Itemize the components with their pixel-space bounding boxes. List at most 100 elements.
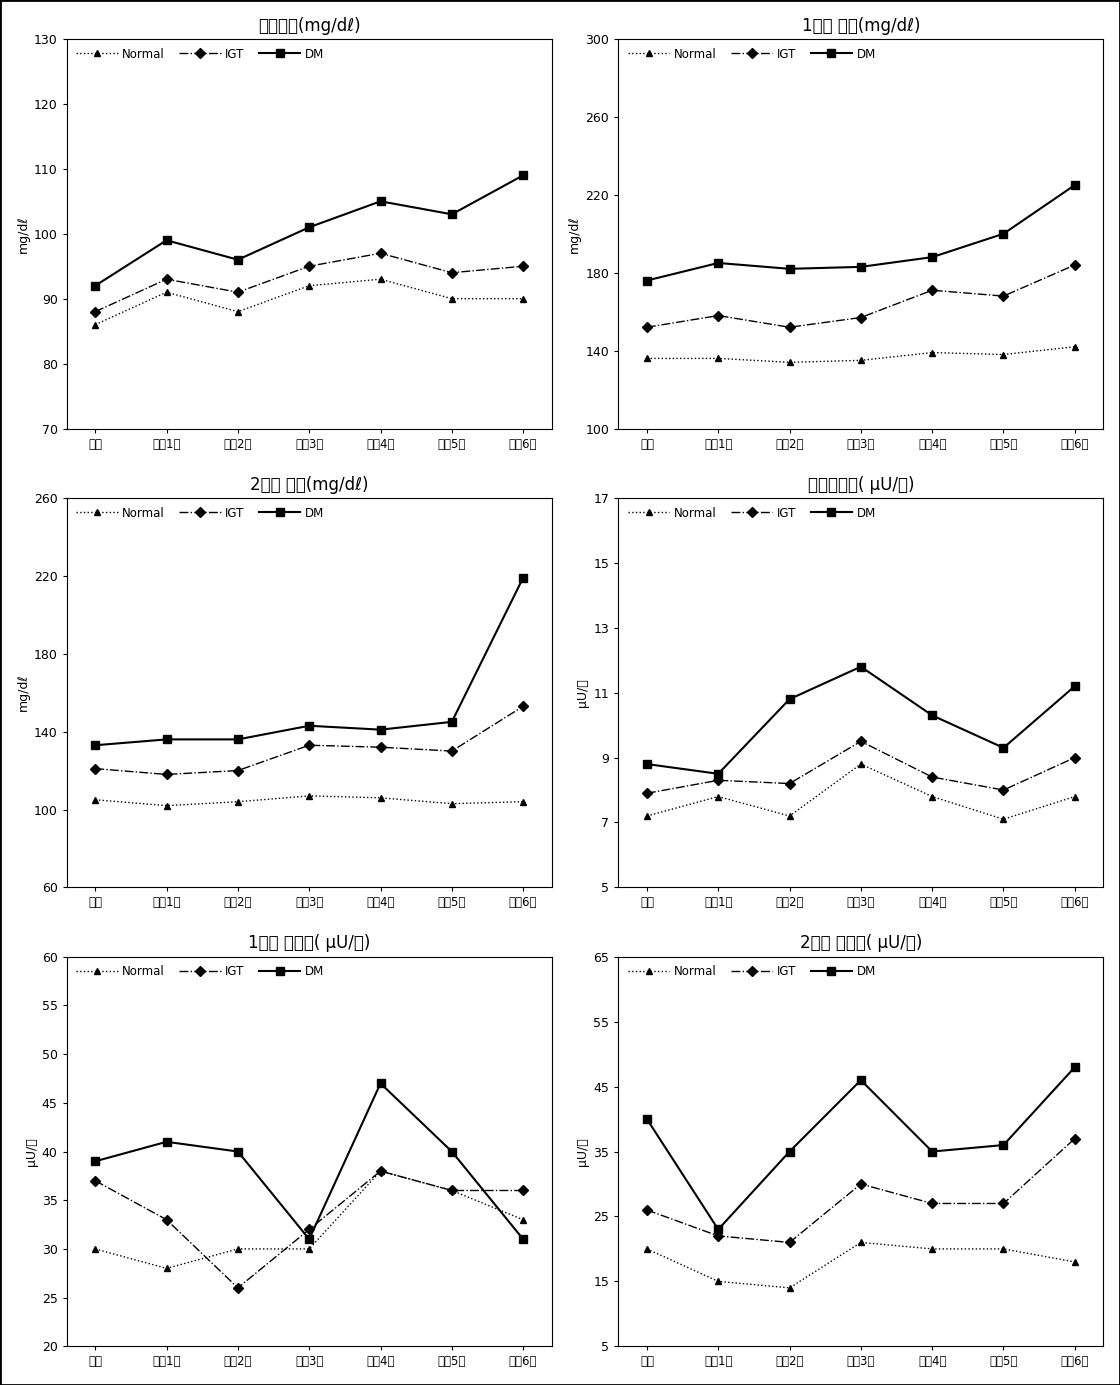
- DM: [855, 658, 868, 674]
- Normal: [88, 316, 102, 332]
- IGT: [783, 319, 796, 335]
- DM: [302, 219, 316, 235]
- DM: [711, 255, 725, 271]
- IGT: [711, 1227, 725, 1244]
- DM: [516, 1231, 530, 1248]
- Line: DM: DM: [91, 1079, 528, 1244]
- Normal: [88, 1241, 102, 1258]
- Line: DM: DM: [643, 662, 1079, 778]
- Legend: Normal, IGT, DM: Normal, IGT, DM: [72, 961, 329, 983]
- IGT: [783, 1234, 796, 1251]
- Line: Normal: Normal: [92, 276, 526, 328]
- Normal: [925, 1241, 939, 1258]
- DM: [231, 252, 244, 269]
- Title: 2시간 혁당(mg/dℓ): 2시간 혁당(mg/dℓ): [250, 475, 368, 493]
- DM: [641, 273, 654, 289]
- Legend: Normal, IGT, DM: Normal, IGT, DM: [623, 961, 880, 983]
- IGT: [445, 265, 458, 281]
- IGT: [88, 760, 102, 777]
- DM: [445, 1143, 458, 1159]
- DM: [160, 1133, 174, 1150]
- DM: [641, 756, 654, 773]
- DM: [997, 226, 1010, 242]
- IGT: [855, 309, 868, 325]
- DM: [302, 717, 316, 734]
- Normal: [1068, 1253, 1082, 1270]
- Line: IGT: IGT: [92, 249, 526, 316]
- IGT: [445, 1183, 458, 1199]
- Normal: [783, 807, 796, 824]
- Line: Normal: Normal: [644, 760, 1079, 823]
- Line: Normal: Normal: [92, 1168, 526, 1271]
- Normal: [516, 291, 530, 307]
- Normal: [711, 350, 725, 367]
- IGT: [231, 762, 244, 778]
- Normal: [302, 788, 316, 805]
- DM: [374, 193, 388, 209]
- Normal: [1068, 788, 1082, 805]
- Normal: [88, 791, 102, 807]
- Line: DM: DM: [643, 181, 1079, 285]
- IGT: [641, 785, 654, 802]
- IGT: [374, 738, 388, 755]
- IGT: [855, 1176, 868, 1192]
- Y-axis label: mg/dℓ: mg/dℓ: [17, 215, 29, 252]
- Normal: [997, 346, 1010, 363]
- Normal: [855, 1234, 868, 1251]
- Line: Normal: Normal: [92, 792, 526, 809]
- Normal: [445, 795, 458, 812]
- Normal: [374, 1163, 388, 1180]
- Normal: [641, 1241, 654, 1258]
- Y-axis label: μU/㎞: μU/㎞: [577, 679, 589, 706]
- Normal: [997, 1241, 1010, 1258]
- IGT: [783, 776, 796, 792]
- Line: Normal: Normal: [644, 343, 1079, 366]
- Normal: [855, 352, 868, 368]
- Line: IGT: IGT: [92, 1168, 526, 1291]
- Normal: [1068, 338, 1082, 355]
- Normal: [374, 271, 388, 288]
- Legend: Normal, IGT, DM: Normal, IGT, DM: [623, 501, 880, 525]
- DM: [88, 277, 102, 294]
- Normal: [231, 303, 244, 320]
- IGT: [925, 283, 939, 299]
- IGT: [1068, 256, 1082, 273]
- DM: [88, 1152, 102, 1169]
- Normal: [641, 807, 654, 824]
- Title: 공복혁당(mg/dℓ): 공복혁당(mg/dℓ): [258, 17, 361, 35]
- Normal: [231, 794, 244, 810]
- Normal: [516, 1212, 530, 1228]
- Legend: Normal, IGT, DM: Normal, IGT, DM: [623, 43, 880, 65]
- Normal: [783, 1280, 796, 1296]
- DM: [445, 713, 458, 730]
- DM: [516, 168, 530, 184]
- DM: [445, 206, 458, 223]
- Normal: [160, 1260, 174, 1277]
- Normal: [231, 1241, 244, 1258]
- DM: [1068, 177, 1082, 194]
- IGT: [1068, 749, 1082, 766]
- IGT: [711, 307, 725, 324]
- IGT: [855, 733, 868, 749]
- DM: [925, 708, 939, 724]
- DM: [783, 260, 796, 277]
- Normal: [160, 798, 174, 814]
- Y-axis label: μU/㎞: μU/㎞: [576, 1137, 589, 1166]
- DM: [1068, 1060, 1082, 1076]
- IGT: [374, 245, 388, 262]
- DM: [302, 1231, 316, 1248]
- Line: IGT: IGT: [644, 738, 1079, 796]
- DM: [711, 766, 725, 783]
- IGT: [302, 1222, 316, 1238]
- Line: IGT: IGT: [92, 702, 526, 778]
- DM: [88, 737, 102, 753]
- DM: [855, 1072, 868, 1089]
- DM: [516, 569, 530, 586]
- IGT: [516, 258, 530, 274]
- Y-axis label: mg/dℓ: mg/dℓ: [17, 674, 29, 712]
- Normal: [711, 788, 725, 805]
- IGT: [641, 1202, 654, 1219]
- Normal: [711, 1273, 725, 1289]
- IGT: [445, 742, 458, 759]
- DM: [231, 1143, 244, 1159]
